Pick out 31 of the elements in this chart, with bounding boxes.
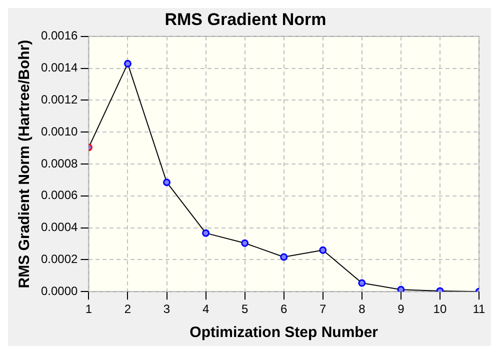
x-axis-title: Optimization Step Number (190, 324, 378, 342)
point (163, 178, 171, 186)
x-tick-label: 4 (202, 302, 210, 316)
x-tick-label: 5 (241, 302, 248, 316)
x-tick-label: 3 (163, 302, 170, 316)
x-tick-label: 9 (398, 302, 405, 316)
point (241, 239, 249, 247)
x-tick-label: 1 (85, 302, 92, 316)
y-tick-label: 0.0000 (41, 284, 78, 298)
point (124, 60, 132, 68)
y-tick-label: 0.0008 (41, 156, 78, 170)
y-tick-label: 0.0002 (41, 252, 78, 266)
x-tick-label: 6 (280, 302, 288, 316)
chart-title: RMS Gradient Norm (164, 10, 326, 29)
x-tick-label: 2 (124, 302, 132, 316)
point (358, 279, 366, 287)
x-tick-label: 8 (358, 302, 366, 316)
y-tick-label: 0.0010 (41, 124, 78, 138)
x-tick-label: 11 (472, 302, 486, 316)
point (280, 253, 288, 261)
point (202, 229, 210, 237)
y-axis-title: RMS Gradient Norm (Hartree/Bohr) (16, 40, 34, 288)
y-tick-label: 0.0006 (41, 188, 78, 202)
y-tick-label: 0.0014 (41, 60, 78, 75)
y-tick-label: 0.0012 (41, 92, 78, 107)
x-tick-label: 10 (433, 302, 447, 316)
y-tick-label: 0.0016 (41, 28, 78, 43)
point (397, 286, 405, 292)
point (319, 246, 327, 254)
x-tick-label: 7 (320, 302, 327, 316)
y-tick-label: 0.0004 (41, 220, 78, 234)
